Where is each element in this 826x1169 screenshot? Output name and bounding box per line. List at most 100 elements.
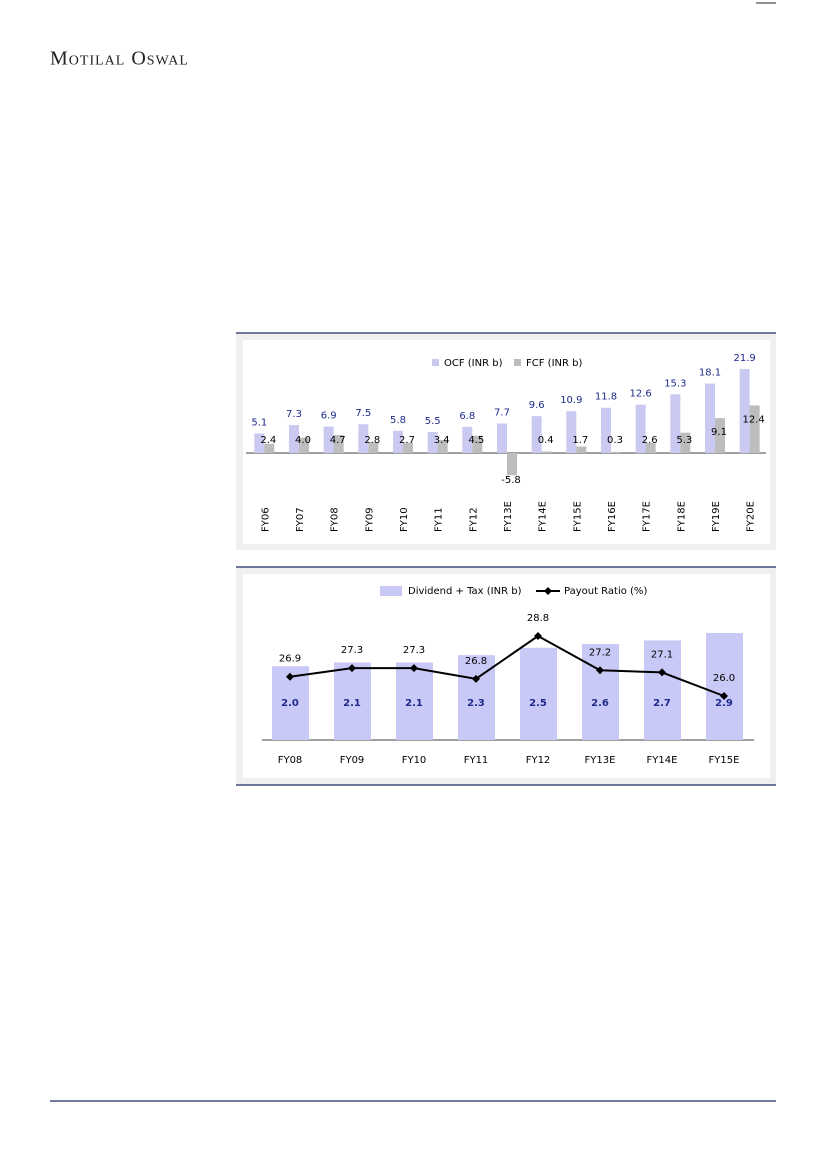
legend-marker [544,587,552,595]
x-tick-label: FY07 [295,507,306,532]
value-label: 1.7 [572,435,588,446]
value-label: 5.8 [390,415,406,426]
bar [706,633,743,740]
bar [645,443,656,453]
value-label: 7.3 [286,409,302,420]
value-label: 5.1 [251,417,267,428]
value-label: 27.3 [403,645,425,656]
bar [705,383,715,453]
bar [358,424,369,453]
bar [472,435,483,453]
bar [566,411,577,453]
value-label: 2.4 [260,435,276,446]
legend-label: OCF (INR b) [444,358,503,369]
bar [437,439,448,453]
x-tick-label: FY18E [676,501,687,532]
marker [658,668,666,677]
line [289,634,725,697]
value-label: 18.1 [699,368,721,379]
value-label: 27.3 [341,645,363,656]
x-tick-label: FY12 [468,507,479,532]
value-label: 2.7 [399,435,415,446]
bar [520,647,557,740]
value-label: 2.3 [467,698,485,709]
value-label: 9.6 [529,400,545,411]
value-label: 5.3 [676,435,692,446]
value-label: 2.6 [642,435,658,446]
x-tick-label: FY11 [434,507,445,532]
value-label: 2.5 [529,698,547,709]
value-label: 9.1 [711,427,727,438]
chart-area [243,574,770,778]
value-label: 2.6 [591,698,609,709]
bar [368,442,379,453]
marker [410,664,418,673]
bar [644,640,681,740]
bar [393,430,403,453]
bar [715,418,725,453]
value-label: 2.1 [405,698,423,709]
bar [601,407,611,453]
legend-label: Payout Ratio (%) [564,586,647,597]
x-tick-label: FY08 [278,755,303,766]
bar [739,369,750,453]
value-label: 4.0 [295,435,311,446]
bar [427,431,438,453]
x-tick-label: FY09 [364,507,375,532]
x-tick-label: FY19E [711,501,722,532]
x-tick-label: FY14E [538,501,549,532]
value-label: 26.0 [713,673,735,684]
bar [323,426,334,453]
value-label: 6.8 [459,411,475,422]
value-label: 2.1 [343,698,361,709]
bar [531,416,542,453]
value-label: 2.8 [364,435,380,446]
x-tick-label: FY06 [260,507,271,532]
value-label: 12.6 [630,389,652,400]
bar [507,453,517,476]
bar [264,443,275,453]
value-label: -5.8 [501,475,521,486]
value-label: 27.1 [651,649,673,660]
value-label: 6.9 [321,411,337,422]
bar [289,425,299,453]
legend-swatch [432,359,439,366]
marker [286,672,294,681]
value-label: 0.3 [607,435,623,446]
x-tick-label: FY12 [526,755,551,766]
value-label: 4.7 [330,435,346,446]
bar [670,394,681,453]
x-tick-label: FY15E [709,755,740,766]
bar [254,433,265,453]
x-tick-label: FY16E [607,501,618,532]
marker [534,632,542,640]
x-tick-label: FY20E [746,501,757,532]
value-label: 2.7 [653,698,671,709]
x-tick-label: FY14E [647,755,678,766]
marker [472,674,480,683]
value-label: 2.0 [281,698,299,709]
value-label: 0.4 [538,435,554,446]
bar [299,437,309,453]
value-label: 27.2 [589,647,611,658]
bar [611,451,621,453]
value-label: 21.9 [734,353,756,364]
bar [541,451,552,453]
bar [462,426,473,453]
x-tick-label: FY17E [642,501,653,532]
bar [749,405,760,453]
value-label: 15.3 [664,378,686,389]
value-label: 26.8 [465,656,487,667]
x-tick-label: FY10 [402,755,427,766]
value-label: 26.9 [279,654,301,665]
value-label: 10.9 [560,395,582,406]
x-tick-label: FY13E [503,501,514,532]
value-label: 4.5 [468,435,484,446]
x-tick-label: FY15E [572,501,583,532]
legend-swatch [514,359,521,366]
bar [497,423,507,453]
bar [635,404,646,453]
bar [403,442,413,453]
x-tick-label: FY10 [399,507,410,532]
